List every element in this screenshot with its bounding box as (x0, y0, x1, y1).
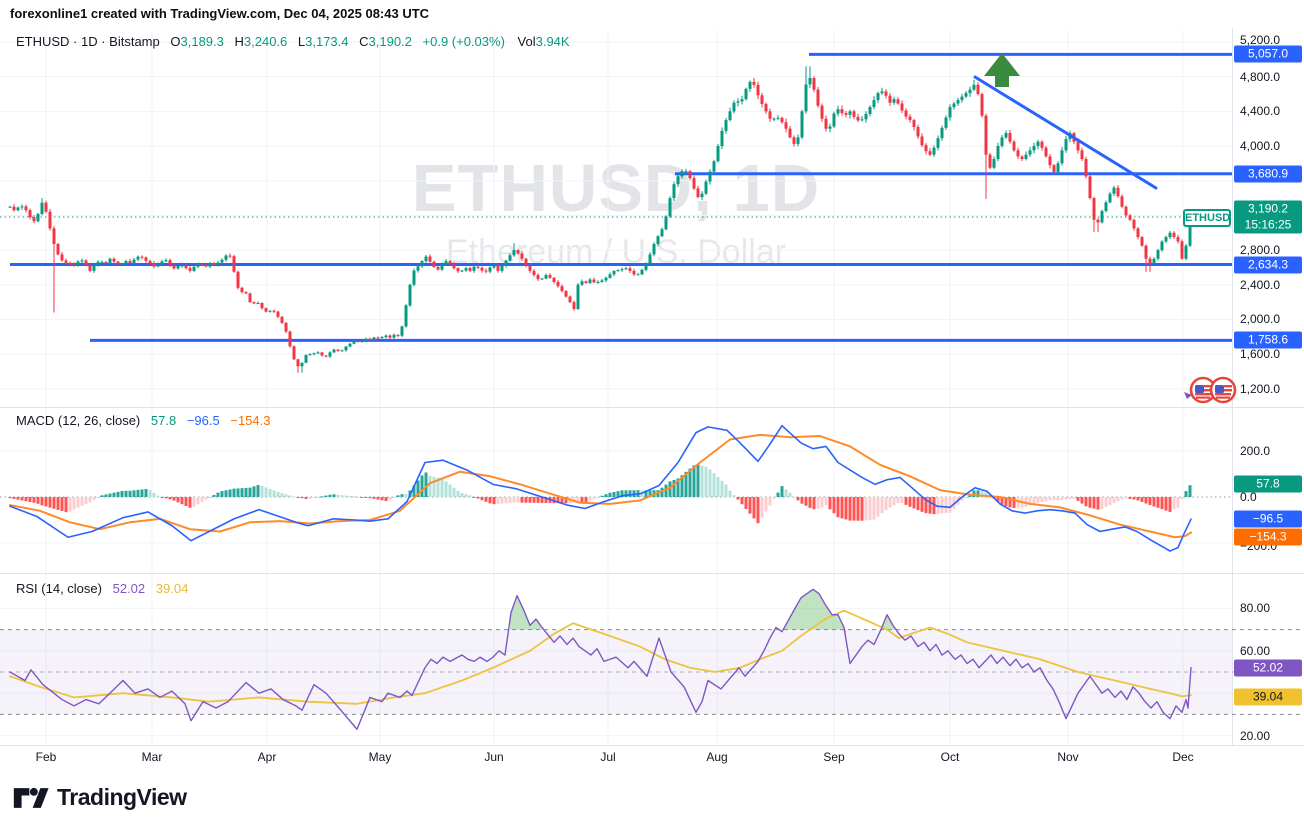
price-axis-label: 2,800.0 (1240, 243, 1281, 257)
creator-credit: forexonline1 created with TradingView.co… (10, 6, 430, 21)
tradingview-logo-text: TradingView (57, 784, 187, 810)
last-price-time: 15:16:25 (1244, 217, 1292, 232)
macd-value-badge[interactable]: 57.8 (1234, 475, 1302, 493)
up-arrow-annotation[interactable] (984, 53, 1020, 87)
legend-high-value: 3,240.6 (243, 34, 288, 49)
macd-indicator-legend[interactable]: MACD (12, 26, close) 57.8 −96.5 −154.3 (16, 413, 270, 428)
legend-volume-value: 3.94K (535, 34, 570, 49)
macd-histogram (8, 464, 1192, 524)
rsi-value: 52.02 (112, 581, 146, 596)
rsi-overbought-fill (784, 590, 846, 640)
legend-change: +0.9 (+0.03%) (422, 34, 505, 49)
rsi-ma-value: 39.04 (155, 581, 189, 596)
month-label-sep[interactable]: Sep (823, 750, 845, 764)
legend-low-value: 3,173.4 (305, 34, 349, 49)
macd-axis-label: 200.0 (1240, 444, 1271, 458)
macd-histogram-value: 57.8 (150, 413, 177, 428)
tradingview-logo[interactable]: TradingView (13, 784, 187, 811)
legend-low-label: L (297, 34, 306, 49)
last-price-badge[interactable]: 3,190.2 15:16:25 (1234, 200, 1302, 234)
legend-open-label: O (170, 34, 181, 49)
price-axis-label: 4,000.0 (1240, 139, 1281, 153)
legend-open-value: 3,189.3 (180, 34, 224, 49)
candles (8, 66, 1192, 373)
rsi-overbought-fill (510, 597, 544, 630)
price-axis-label: 1,200.0 (1240, 382, 1281, 396)
legend-symbol-text[interactable]: ETHUSD · 1D · Bitstamp (16, 34, 160, 49)
month-label-mar[interactable]: Mar (141, 750, 163, 764)
legend-close-label: C (359, 34, 369, 49)
month-label-apr[interactable]: Apr (257, 750, 277, 764)
legend-high-label: H (234, 34, 244, 49)
us-flag-icon (1209, 376, 1237, 404)
symbol-legend[interactable]: ETHUSD · 1D · Bitstamp O3,189.3 H3,240.6… (16, 34, 570, 49)
macd-axis-label: 0.0 (1240, 490, 1257, 504)
price-scale-column[interactable]: 5,200.0 4,800.0 4,400.0 4,000.0 2,800.0 2,400… (1233, 28, 1304, 768)
legend-volume-label: Vol (517, 34, 536, 49)
price-axis-label: 2,000.0 (1240, 312, 1281, 326)
legend-close-value: 3,190.2 (368, 34, 412, 49)
rsi-axis-label: 20.00 (1240, 729, 1271, 743)
descending-trendline[interactable] (973, 75, 1158, 190)
rsi-value-badge[interactable]: 39.04 (1234, 688, 1302, 706)
rsi-line (9, 588, 1192, 730)
rsi-ma-line (9, 609, 1192, 705)
cursor-icon (1184, 392, 1192, 399)
us-flag-icons (1184, 376, 1237, 404)
macd-line (9, 424, 1192, 552)
tradingview-logo-icon (13, 787, 49, 808)
rsi-axis-label: 80.00 (1240, 601, 1271, 615)
last-price-symbol-chip[interactable]: ETHUSD (1183, 209, 1231, 227)
price-axis-label: 1,600.0 (1240, 347, 1281, 361)
level-price-badge[interactable]: 2,634.3 (1234, 256, 1302, 274)
macd-value-badge[interactable]: −154.3 (1234, 528, 1302, 546)
last-price-value: 3,190.2 (1247, 201, 1289, 216)
month-label-dec[interactable]: Dec (1172, 750, 1194, 764)
price-axis-label: 5,200.0 (1240, 33, 1281, 47)
month-label-nov[interactable]: Nov (1057, 750, 1079, 764)
price-axis-label: 4,400.0 (1240, 104, 1281, 118)
month-label-feb[interactable]: Feb (35, 750, 57, 764)
macd-label[interactable]: MACD (12, 26, close) (16, 413, 141, 428)
rsi-axis-label: 60.00 (1240, 644, 1271, 658)
price-axis-label: 4,800.0 (1240, 70, 1281, 84)
level-price-badge[interactable]: 5,057.0 (1234, 45, 1302, 63)
macd-signal-line (9, 433, 1192, 539)
month-label-jul[interactable]: Jul (600, 750, 616, 764)
us-flag-marker[interactable] (1182, 374, 1237, 406)
level-price-badge[interactable]: 1,758.6 (1234, 331, 1302, 349)
macd-line-value: −96.5 (186, 413, 220, 428)
grid (0, 30, 1232, 745)
month-label-oct[interactable]: Oct (940, 750, 960, 764)
month-label-may[interactable]: May (368, 750, 392, 764)
macd-signal-value: −154.3 (230, 413, 271, 428)
rsi-value-badge[interactable]: 52.02 (1234, 659, 1302, 677)
month-label-aug[interactable]: Aug (706, 750, 728, 764)
time-axis[interactable]: Feb Mar Apr May Jun Jul Aug Sep Oct Nov Dec (0, 747, 1232, 768)
level-price-badge[interactable]: 3,680.9 (1234, 165, 1302, 183)
rsi-label[interactable]: RSI (14, close) (16, 581, 102, 596)
rsi-indicator-legend[interactable]: RSI (14, close) 52.02 39.04 (16, 581, 188, 596)
macd-value-badge[interactable]: −96.5 (1234, 510, 1302, 528)
price-axis-label: 2,400.0 (1240, 278, 1281, 292)
month-label-jun[interactable]: Jun (484, 750, 504, 764)
